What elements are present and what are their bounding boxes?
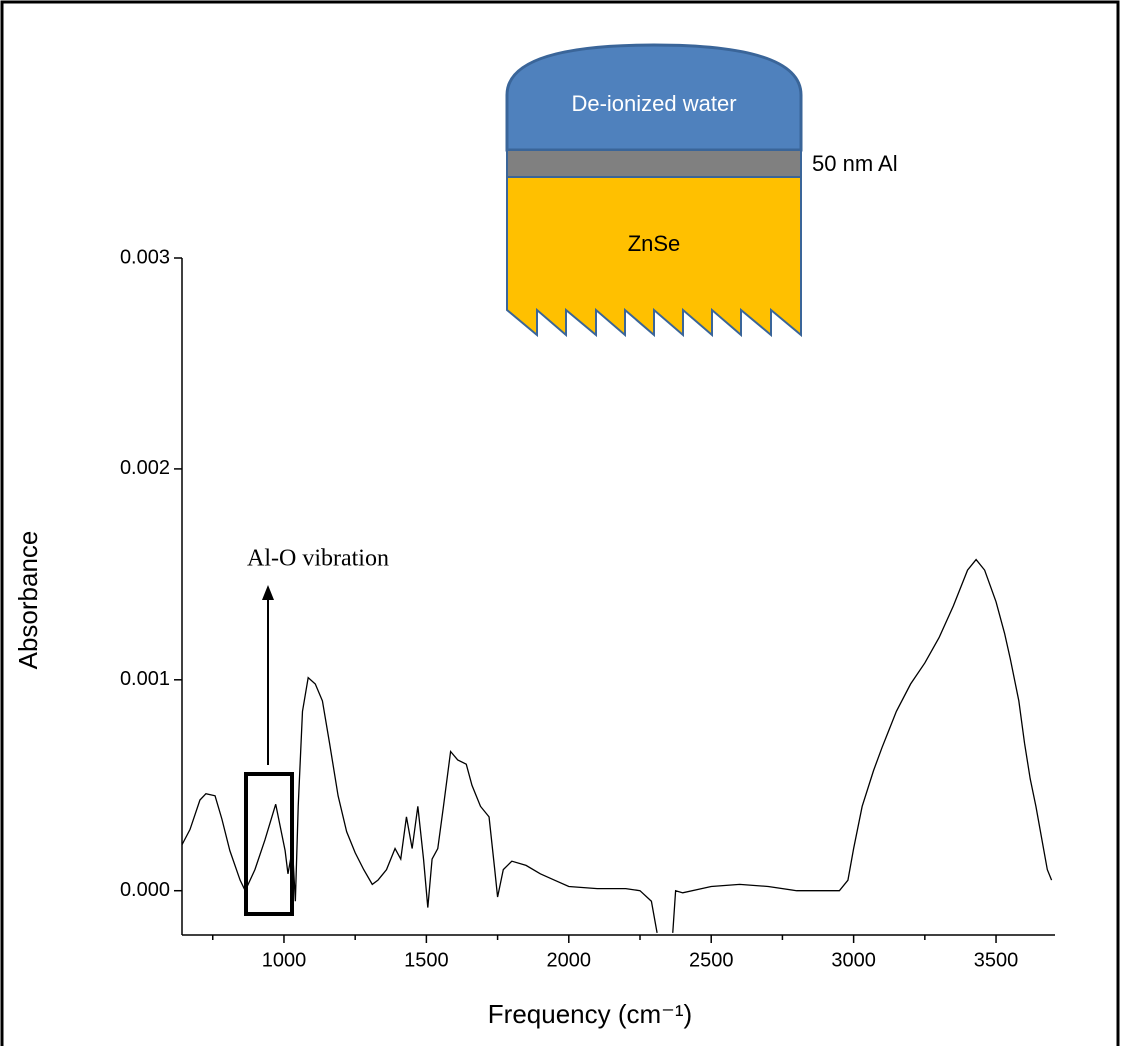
x-axis-label: Frequency (cm⁻¹) (488, 999, 692, 1029)
znse-layer (506, 176, 802, 338)
x-tick-label: 2500 (689, 949, 734, 971)
x-tick-label: 3500 (974, 949, 1019, 971)
water-layer (505, 43, 803, 152)
x-tick-label: 1000 (262, 949, 307, 971)
highlight-box (244, 772, 294, 916)
al-layer (506, 149, 802, 178)
y-tick-label: 0.001 (120, 668, 170, 690)
x-tick-label: 3000 (831, 949, 876, 971)
inset-label: De-ionized water (571, 91, 736, 116)
arrow-head (262, 585, 274, 600)
x-tick-label: 1500 (404, 949, 449, 971)
inset: De-ionized water 50 nm Al ZnSe (505, 43, 898, 338)
inset-label: 50 nm Al (812, 151, 898, 176)
y-tick-label: 0.003 (120, 246, 170, 268)
spectrum-line (182, 558, 1053, 934)
x-tick-label: 2000 (547, 949, 592, 971)
annotation: Al-O vibration (247, 546, 389, 572)
y-tick-label: 0.000 (120, 879, 170, 901)
inset-label: ZnSe (628, 231, 681, 256)
y-axis-label: Absorbance (13, 531, 43, 670)
y-tick-label: 0.002 (120, 457, 170, 479)
